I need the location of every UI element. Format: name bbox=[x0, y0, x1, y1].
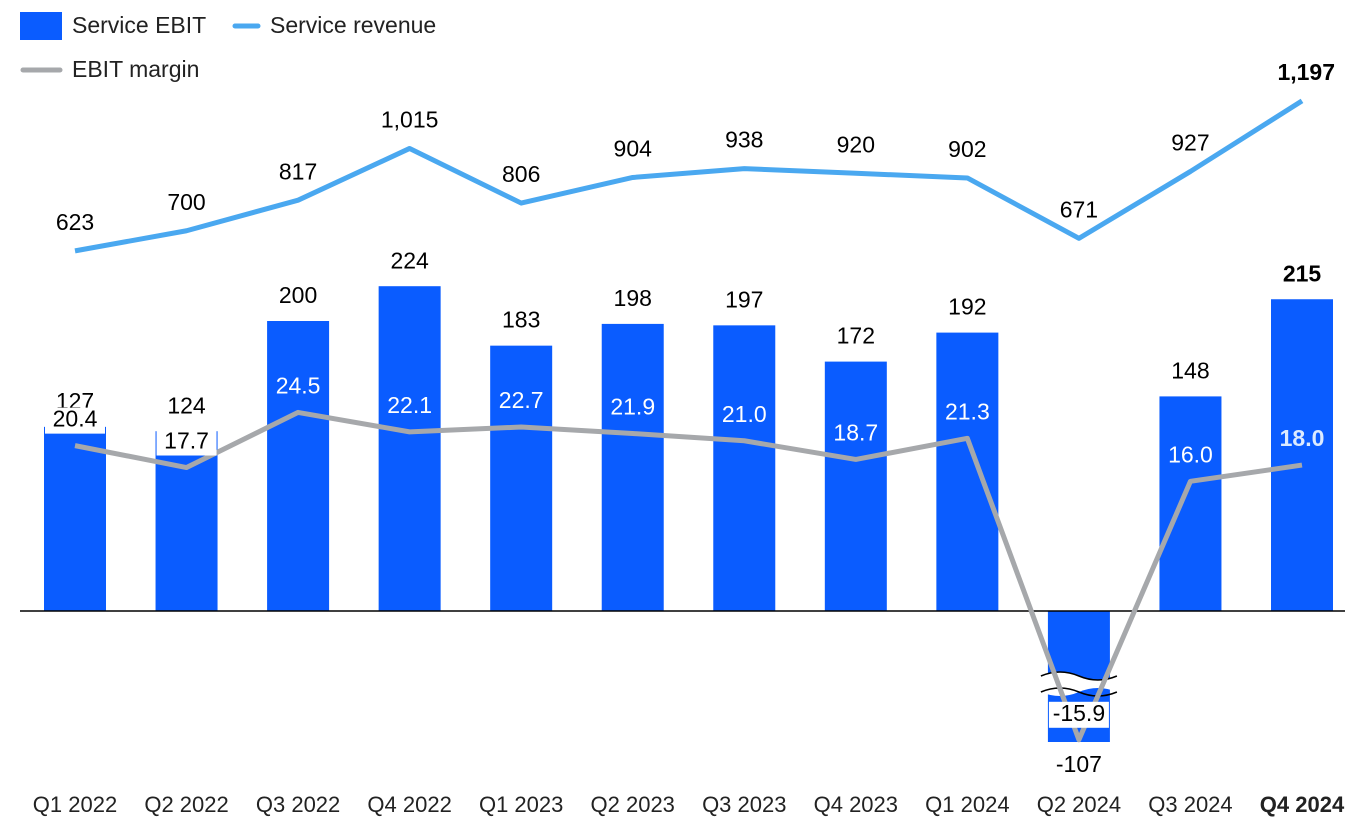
x-tick-label: Q4 2023 bbox=[814, 792, 898, 817]
line-label: 817 bbox=[279, 158, 317, 184]
bar bbox=[1271, 299, 1333, 611]
label-bg bbox=[45, 407, 105, 434]
line-label: 21.3 bbox=[945, 398, 990, 424]
bar bbox=[936, 332, 999, 611]
x-tick-label: Q1 2024 bbox=[925, 792, 1009, 817]
line-label: 21.0 bbox=[722, 401, 767, 427]
plot-area bbox=[44, 286, 1333, 742]
bar bbox=[378, 286, 441, 611]
bar-label: 183 bbox=[502, 307, 540, 333]
line-label: 22.1 bbox=[387, 392, 432, 418]
line bbox=[74, 98, 1304, 254]
x-tick-label: Q3 2022 bbox=[256, 792, 340, 817]
bar-label: -107 bbox=[1056, 751, 1102, 777]
bar bbox=[713, 325, 776, 611]
bar bbox=[267, 321, 330, 611]
x-tick-label: Q1 2022 bbox=[33, 792, 117, 817]
line-label: 18.0 bbox=[1280, 425, 1325, 451]
line-label: 938 bbox=[725, 127, 763, 153]
line-label: 24.5 bbox=[276, 372, 321, 398]
line-label: 20.4 bbox=[53, 406, 98, 432]
x-tick-label: Q2 2022 bbox=[144, 792, 228, 817]
line-label: 16.0 bbox=[1168, 441, 1213, 467]
legend-label: Service revenue bbox=[270, 12, 436, 38]
line-label: -15.9 bbox=[1053, 700, 1105, 726]
bar-label: 172 bbox=[837, 323, 875, 349]
line-label: 902 bbox=[948, 136, 986, 162]
line-label: 1,197 bbox=[1277, 59, 1335, 85]
bar-label: 215 bbox=[1283, 260, 1322, 286]
line-label: 700 bbox=[167, 189, 205, 215]
line-label: 904 bbox=[614, 136, 653, 162]
x-tick-label: Q2 2023 bbox=[591, 792, 675, 817]
legend-swatch bbox=[20, 12, 62, 40]
bar-label: 148 bbox=[1171, 357, 1209, 383]
bar bbox=[1159, 396, 1222, 611]
x-tick-label: Q2 2024 bbox=[1037, 792, 1121, 817]
legend-label: Service EBIT bbox=[72, 12, 206, 38]
bar-label: 192 bbox=[948, 294, 986, 320]
line bbox=[74, 409, 1303, 743]
x-tick-label: Q3 2024 bbox=[1148, 792, 1232, 817]
bar-label: 198 bbox=[614, 285, 652, 311]
line-label: 623 bbox=[56, 209, 94, 235]
x-tick-label: Q4 2024 bbox=[1260, 792, 1345, 817]
x-tick-label: Q3 2023 bbox=[702, 792, 786, 817]
bar bbox=[601, 323, 664, 611]
line-label: 22.7 bbox=[499, 387, 544, 413]
label-bg bbox=[156, 429, 217, 456]
line-label: 920 bbox=[837, 131, 875, 157]
line-label: 18.7 bbox=[833, 419, 878, 445]
x-tick-label: Q1 2023 bbox=[479, 792, 563, 817]
line-label: 1,015 bbox=[381, 107, 439, 133]
line-label: 671 bbox=[1060, 196, 1098, 222]
line-label: 21.9 bbox=[610, 394, 655, 420]
line-label: 806 bbox=[502, 161, 540, 187]
bar bbox=[824, 361, 887, 611]
bar-label: 124 bbox=[167, 392, 206, 418]
legend-label: EBIT margin bbox=[72, 56, 199, 82]
label-bg bbox=[1048, 701, 1109, 728]
bar-label: 224 bbox=[390, 247, 429, 273]
line-label: 17.7 bbox=[164, 428, 209, 454]
bar bbox=[490, 345, 553, 611]
bar-label: 197 bbox=[725, 286, 763, 312]
bar bbox=[44, 426, 106, 611]
bar-label: 200 bbox=[279, 282, 317, 308]
line-label: 927 bbox=[1171, 130, 1209, 156]
x-tick-label: Q4 2022 bbox=[367, 792, 451, 817]
